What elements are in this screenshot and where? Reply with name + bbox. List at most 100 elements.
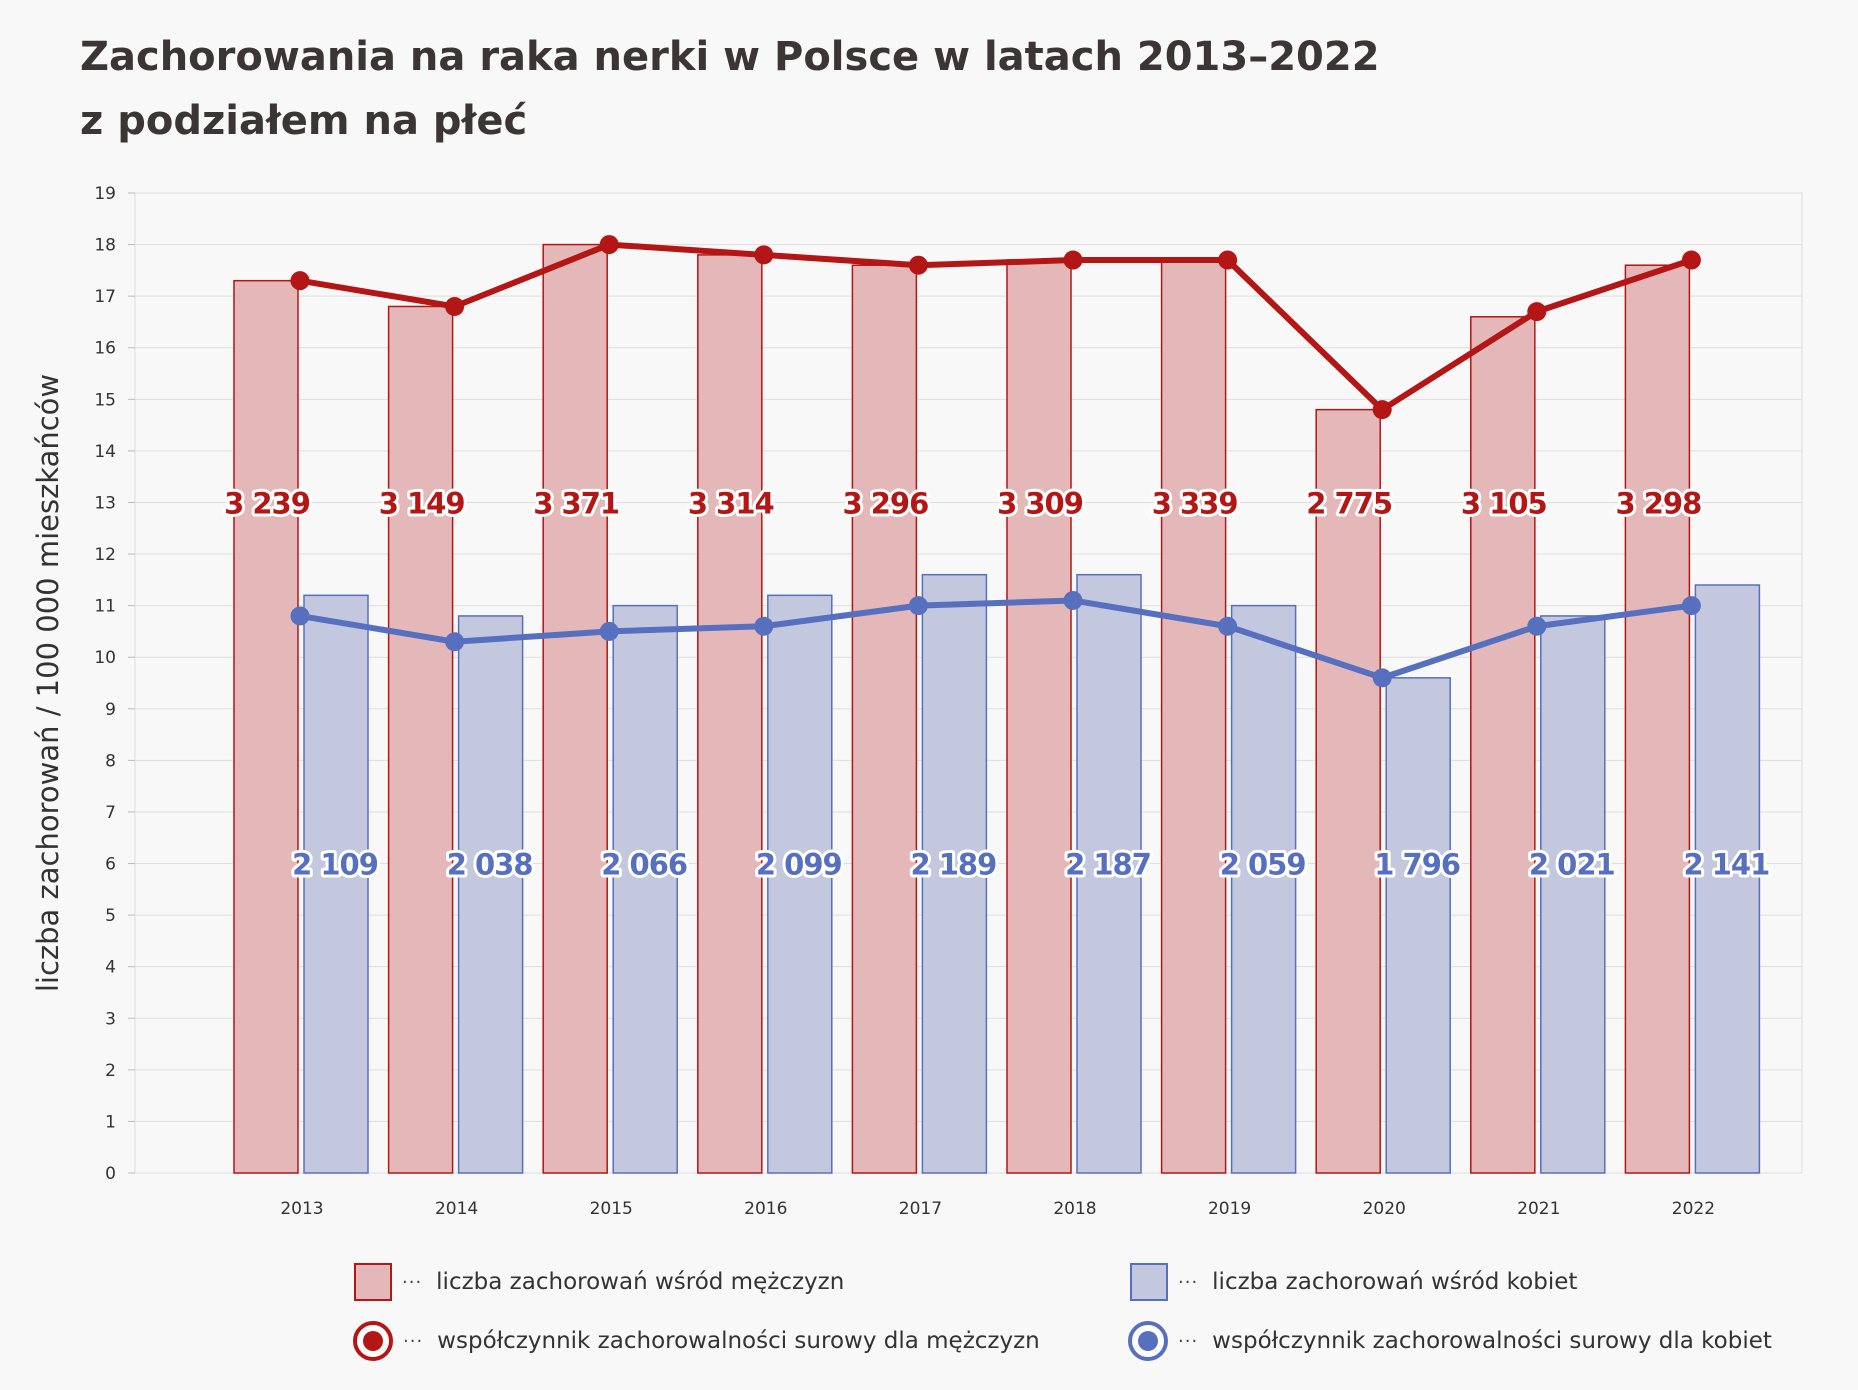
x-tick-label: 2017 (899, 1199, 942, 1219)
legend-item-women-line: ··· współczynnik zachorowalności surowy … (1128, 1321, 1772, 1361)
y-tick-label: 15 (94, 390, 116, 410)
y-tick-label: 2 (105, 1061, 116, 1081)
legend-label-women-line: współczynnik zachorowalności surowy dla … (1212, 1328, 1772, 1354)
bar-men (542, 243, 608, 1174)
data-label-men: 2 775 (1306, 486, 1392, 520)
legend-item-men-bars: ··· liczba zachorowań wśród mężczyzn (354, 1263, 844, 1301)
data-label-women: 2 141 (1683, 848, 1769, 882)
x-tick-label: 2021 (1517, 1199, 1560, 1219)
bar-women (1385, 677, 1451, 1174)
legend-leader: ··· (402, 1271, 423, 1293)
x-tick-label: 2013 (280, 1199, 323, 1219)
rate-women-point (1063, 590, 1083, 610)
y-tick-label: 3 (105, 1009, 116, 1029)
rate-men-point (1063, 250, 1083, 270)
data-label-women: 2 099 (756, 848, 842, 882)
y-tick-label: 8 (105, 751, 116, 771)
rate-men-point (1527, 302, 1547, 322)
rate-men-point (445, 296, 465, 316)
bar-women (1694, 584, 1761, 1174)
legend-item-women-bars: ··· liczba zachorowań wśród kobiet (1130, 1263, 1577, 1301)
bar-women (1230, 604, 1297, 1174)
rate-men-point (599, 235, 619, 255)
chart-title-line2: z podziałem na płeć (80, 98, 528, 144)
bar-women (303, 594, 369, 1174)
data-label-men: 3 309 (997, 486, 1083, 520)
legend-leader: ··· (1178, 1271, 1199, 1293)
bar-men (1470, 316, 1536, 1174)
y-axis-label: liczba zachorowań / 100 000 mieszkańców (31, 374, 65, 992)
y-tick-label: 1 (105, 1112, 116, 1132)
y-tick-label: 16 (94, 339, 116, 359)
x-tick-label: 2016 (744, 1199, 787, 1219)
bar-women (767, 594, 833, 1174)
rate-women-point (599, 621, 619, 641)
legend-label-men-bars: liczba zachorowań wśród mężczyzn (436, 1269, 845, 1295)
bar-men (233, 279, 299, 1174)
data-label-men: 3 298 (1615, 486, 1701, 520)
x-tick-label: 2018 (1053, 1199, 1096, 1219)
x-tick-label: 2022 (1672, 1199, 1715, 1219)
x-tick-label: 2019 (1208, 1199, 1251, 1219)
bar-men (1315, 408, 1381, 1174)
legend-swatch-women-bar (1130, 1263, 1168, 1301)
rate-women-point (445, 632, 465, 652)
y-tick-label: 6 (105, 855, 116, 875)
legend-label-women-bars: liczba zachorowań wśród kobiet (1212, 1269, 1578, 1295)
data-label-women: 2 038 (447, 848, 533, 882)
data-label-men: 3 371 (533, 486, 619, 520)
y-tick-label: 14 (94, 442, 116, 462)
rate-men-point (908, 255, 928, 275)
rate-women-point (908, 596, 928, 616)
rate-women-point (290, 606, 310, 626)
data-label-women: 2 066 (601, 848, 687, 882)
data-label-women: 1 796 (1374, 848, 1460, 882)
data-label-men: 3 339 (1152, 486, 1238, 520)
rate-men-point (1681, 250, 1701, 270)
y-tick-label: 18 (94, 236, 116, 256)
data-label-women: 2 109 (292, 848, 378, 882)
rate-women-point (1218, 616, 1238, 636)
rate-men-line (299, 241, 1693, 413)
legend-swatch-men-bar (354, 1263, 392, 1301)
legend-leader: ··· (403, 1330, 424, 1352)
y-tick-label: 10 (94, 648, 116, 668)
data-label-men: 3 314 (688, 486, 774, 520)
data-label-women: 2 021 (1529, 848, 1615, 882)
y-tick-label: 9 (105, 700, 116, 720)
data-label-women: 2 189 (910, 848, 996, 882)
y-tick-label: 11 (94, 597, 116, 617)
rate-men-point (754, 245, 774, 265)
x-tick-label: 2020 (1363, 1199, 1406, 1219)
legend-label-men-line: współczynnik zachorowalności surowy dla … (437, 1328, 1040, 1354)
bar-women (612, 604, 678, 1174)
x-tick-label: 2014 (435, 1199, 478, 1219)
rate-women-point (1681, 596, 1701, 616)
rate-men-point (290, 271, 310, 291)
data-label-men: 3 149 (379, 486, 465, 520)
bar-men (1624, 264, 1691, 1174)
rate-women-point (1372, 668, 1392, 688)
y-tick-label: 5 (105, 906, 116, 926)
data-label-men: 3 239 (224, 486, 310, 520)
data-label-men: 3 296 (842, 486, 928, 520)
rate-women-point (1527, 616, 1547, 636)
bar-men (851, 264, 918, 1174)
rate-women-line (299, 597, 1692, 681)
legend-item-men-line: ··· współczynnik zachorowalności surowy … (353, 1321, 1040, 1361)
y-tick-label: 19 (94, 184, 116, 204)
y-tick-label: 0 (105, 1164, 116, 1184)
bar-women (1540, 615, 1606, 1174)
legend-marker-men-line (353, 1321, 393, 1361)
data-label-women: 2 059 (1220, 848, 1306, 882)
bar-men (1006, 259, 1072, 1174)
y-tick-label: 12 (94, 545, 116, 565)
bar-women (457, 615, 524, 1174)
bar-men (1160, 259, 1227, 1174)
legend-leader: ··· (1178, 1330, 1199, 1352)
chart-title-line1: Zachorowania na raka nerki w Polsce w la… (80, 34, 1380, 80)
bar-women (921, 573, 988, 1174)
y-tick-label: 13 (94, 493, 116, 513)
bar-women (1076, 573, 1142, 1174)
